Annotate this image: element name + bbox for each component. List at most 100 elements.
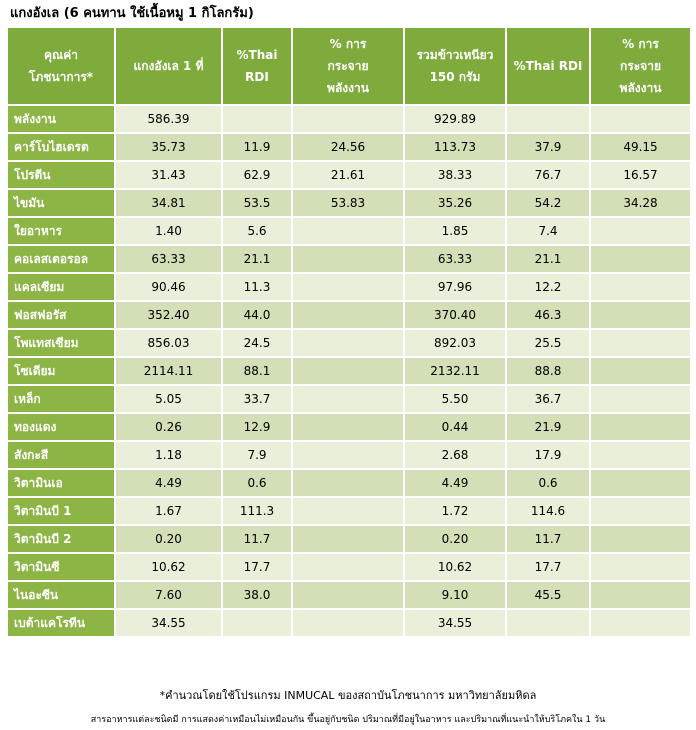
table-row: ไนอะซีน 7.60 38.0 9.10 45.5 [6,580,692,610]
table-cell: 929.89 [403,104,507,134]
table-cell: 5.05 [114,384,223,414]
table-cell: 111.3 [221,496,293,526]
table-cell: 62.9 [221,160,293,190]
table-cell: 34.55 [403,608,507,638]
column-header-line: 150 กรัม [429,70,481,84]
table-cell: 1.40 [114,216,223,246]
table-cell: 34.28 [589,188,692,218]
table-cell: 35.26 [403,188,507,218]
column-header: %Thai RDI [505,26,591,106]
table-row: พลังงาน 586.39 929.89 [6,104,692,134]
table-row: วิตามินบี 2 0.20 11.7 0.20 11.7 [6,524,692,554]
table-cell: 586.39 [114,104,223,134]
table-cell: 352.40 [114,300,223,330]
table-cell [589,384,692,414]
table-cell [291,412,405,442]
table-row: โซเดียม 2114.11 88.1 2132.11 88.8 [6,356,692,386]
table-cell: 9.10 [403,580,507,610]
column-header-line: รวมข้าวเหนียว [416,48,494,62]
column-header: %Thai RDI [221,26,293,106]
nutrient-label: ไนอะซีน [6,580,116,610]
table-cell [291,356,405,386]
column-header: % การ กระจาย พลังงาน [589,26,692,106]
table-cell: 7.4 [505,216,591,246]
table-cell [291,496,405,526]
nutrient-label: แคลเซียม [6,272,116,302]
table-cell [291,580,405,610]
table-cell: 1.67 [114,496,223,526]
table-cell: 0.20 [403,524,507,554]
table-cell [589,608,692,638]
column-header-line: % การ [622,37,659,51]
table-cell: 21.1 [505,244,591,274]
table-cell: 21.1 [221,244,293,274]
table-row: แคลเซียม 90.46 11.3 97.96 12.2 [6,272,692,302]
table-cell: 1.18 [114,440,223,470]
table-row: ไขมัน 34.81 53.5 53.83 35.26 54.2 34.28 [6,188,692,218]
table-cell: 7.9 [221,440,293,470]
table-cell: 49.15 [589,132,692,162]
table-cell: 38.0 [221,580,293,610]
table-cell: 11.9 [221,132,293,162]
table-cell: 76.7 [505,160,591,190]
table-row: คอเลสเตอรอล 63.33 21.1 63.33 21.1 [6,244,692,274]
nutrient-label: คาร์โบไฮเดรต [6,132,116,162]
table-cell [589,524,692,554]
table-cell: 0.44 [403,412,507,442]
table-cell [291,300,405,330]
table-cell: 35.73 [114,132,223,162]
nutrient-label: คอเลสเตอรอล [6,244,116,274]
table-row: วิตามินบี 1 1.67 111.3 1.72 114.6 [6,496,692,526]
table-cell: 34.55 [114,608,223,638]
nutrient-label: วิตามินบี 1 [6,496,116,526]
table-cell [291,216,405,246]
table-cell: 24.5 [221,328,293,358]
column-header-line: กระจาย [327,59,369,73]
table-row: ทองแดง 0.26 12.9 0.44 21.9 [6,412,692,442]
table-cell [589,244,692,274]
table-cell [589,412,692,442]
nutrient-label: ใยอาหาร [6,216,116,246]
table-cell: 5.6 [221,216,293,246]
table-cell [589,468,692,498]
column-header-line: กระจาย [620,59,661,73]
table-cell [589,496,692,526]
table-cell: 90.46 [114,272,223,302]
table-cell: 0.6 [505,468,591,498]
table-row: ฟอสฟอรัส 352.40 44.0 370.40 46.3 [6,300,692,330]
column-header: คุณค่า โภชนาการ* [6,26,116,106]
column-header-line: พลังงาน [327,81,369,95]
table-cell: 88.1 [221,356,293,386]
table-cell: 4.49 [403,468,507,498]
table-cell: 63.33 [114,244,223,274]
table-cell [221,104,293,134]
table-cell [291,440,405,470]
footnote-source: *คำนวณโดยใช้โปรแกรม INMUCAL ของสถาบันโภช… [159,689,537,702]
table-cell: 38.33 [403,160,507,190]
column-header-line: %Thai RDI [513,59,583,73]
table-cell [589,328,692,358]
table-cell: 12.9 [221,412,293,442]
table-cell [291,608,405,638]
column-header-line: คุณค่า [44,48,78,62]
table-row: ใยอาหาร 1.40 5.6 1.85 7.4 [6,216,692,246]
table-cell: 114.6 [505,496,591,526]
table-cell: 25.5 [505,328,591,358]
table-cell: 0.26 [114,412,223,442]
table-cell: 10.62 [403,552,507,582]
nutrient-label: วิตามินบี 2 [6,524,116,554]
table-row: สังกะสี 1.18 7.9 2.68 17.9 [6,440,692,470]
table-cell: 892.03 [403,328,507,358]
table-cell [505,608,591,638]
table-cell: 5.50 [403,384,507,414]
table-cell [291,552,405,582]
nutrient-label: เบต้าแคโรทีน [6,608,116,638]
table-cell: 45.5 [505,580,591,610]
column-header-line: RDI [245,70,269,84]
table-cell [589,300,692,330]
table-cell [589,580,692,610]
column-header: % การ กระจาย พลังงาน [291,26,405,106]
table-cell [291,244,405,274]
table-cell [291,384,405,414]
table-row: วิตามินเอ 4.49 0.6 4.49 0.6 [6,468,692,498]
